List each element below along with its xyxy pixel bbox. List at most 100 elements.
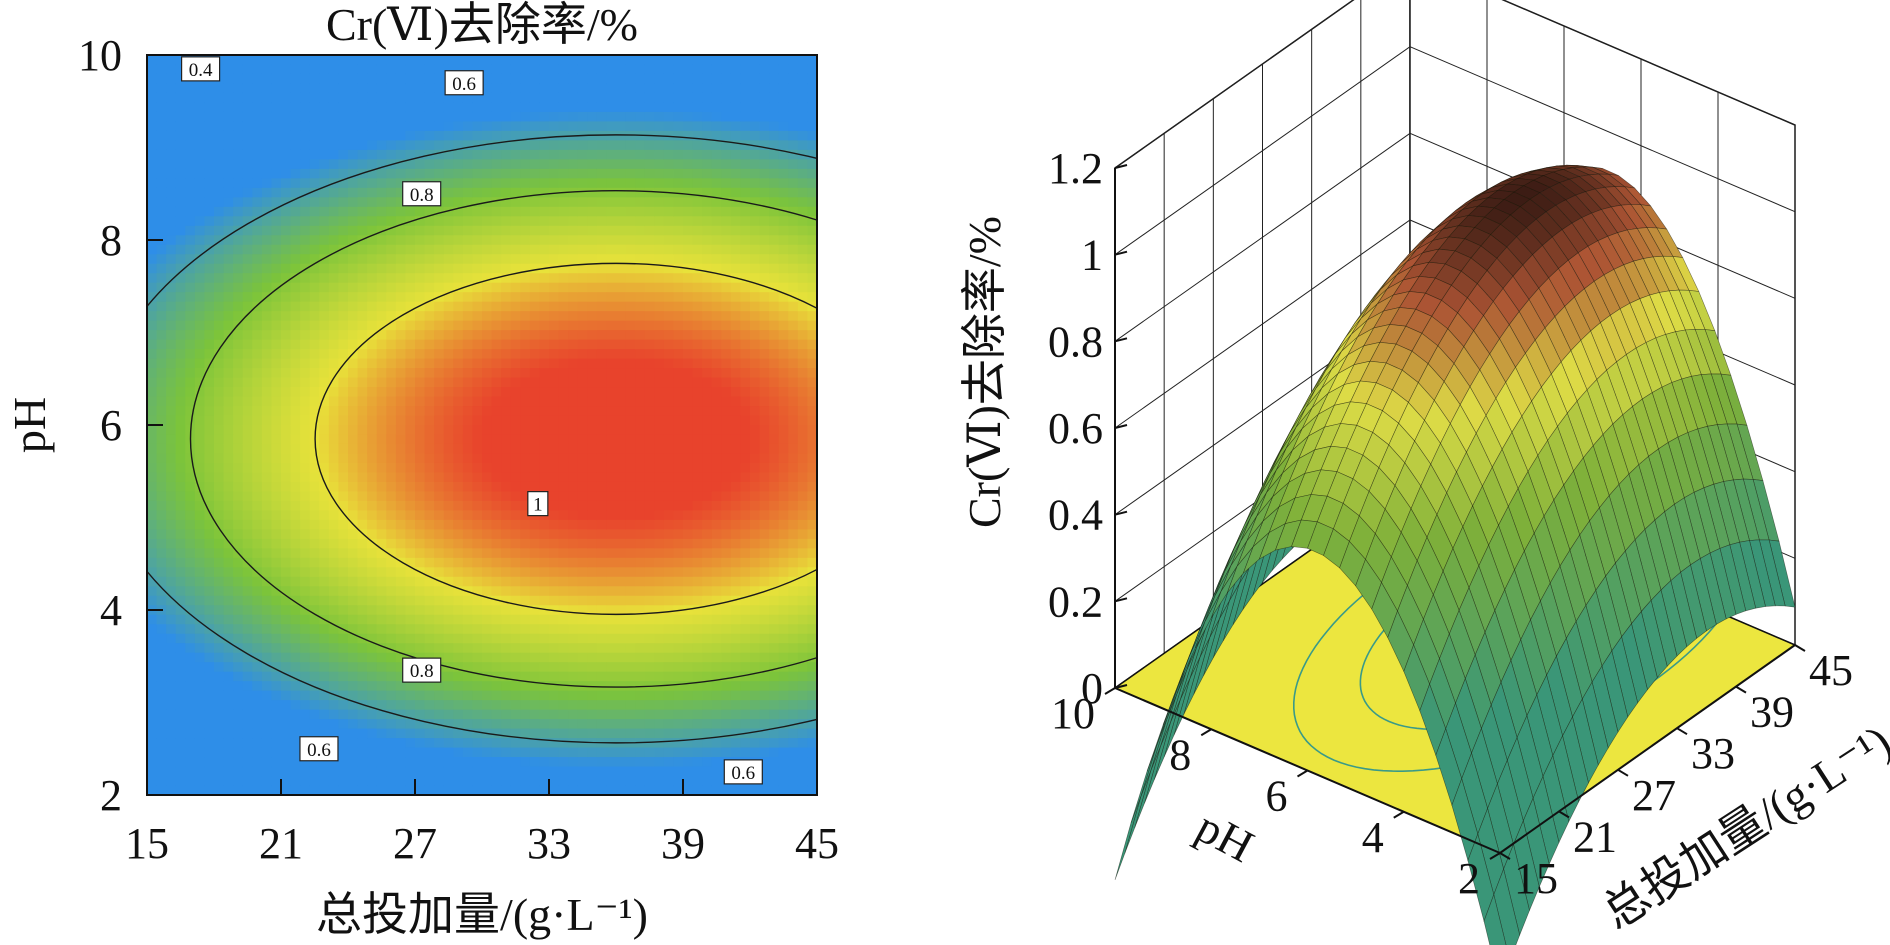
heat-cell bbox=[415, 538, 426, 549]
heat-cell bbox=[482, 263, 493, 274]
heat-cell bbox=[702, 538, 713, 549]
heat-cell bbox=[166, 282, 177, 293]
heat-cell bbox=[549, 690, 560, 701]
heat-cell bbox=[338, 197, 349, 208]
heat-cell bbox=[424, 55, 435, 66]
heat-cell bbox=[702, 425, 713, 436]
heat-cell bbox=[520, 102, 531, 113]
heat-cell bbox=[558, 273, 569, 284]
heat-cell bbox=[673, 738, 684, 749]
heat-cell bbox=[730, 282, 742, 293]
heat-cell bbox=[539, 415, 550, 426]
heat-cell bbox=[606, 652, 617, 663]
heat-cell bbox=[415, 168, 426, 179]
heat-cell bbox=[376, 159, 387, 170]
heat-cell bbox=[568, 434, 579, 445]
heat-cell bbox=[577, 425, 588, 436]
heat-cell bbox=[338, 472, 349, 483]
heat-cell bbox=[175, 235, 186, 246]
heat-cell bbox=[443, 481, 454, 493]
heat-cell bbox=[740, 349, 751, 360]
heat-cell bbox=[395, 624, 407, 635]
heat-cell bbox=[214, 396, 225, 407]
heat-cell bbox=[702, 747, 713, 758]
heat-cell bbox=[147, 301, 158, 312]
heat-cell bbox=[663, 349, 675, 360]
heat-cell bbox=[462, 728, 474, 739]
heat-cell bbox=[596, 576, 608, 587]
heat-cell bbox=[233, 168, 244, 179]
heat-cell bbox=[175, 73, 186, 85]
heat-cell bbox=[539, 197, 550, 208]
heat-cell bbox=[252, 406, 263, 417]
heat-cell bbox=[328, 339, 340, 350]
heat-cell bbox=[491, 500, 502, 511]
heat-cell bbox=[328, 377, 340, 388]
heat-cell bbox=[415, 681, 426, 692]
heat-cell bbox=[338, 140, 349, 151]
heat-cell bbox=[328, 320, 340, 331]
heat-cell bbox=[491, 709, 502, 720]
heat-cell bbox=[395, 368, 407, 379]
heat-cell bbox=[472, 358, 483, 369]
heat-cell bbox=[309, 776, 320, 787]
heat-cell bbox=[711, 652, 722, 663]
heat-cell bbox=[338, 311, 349, 322]
heat-cell bbox=[214, 652, 225, 663]
heat-cell bbox=[587, 548, 598, 559]
heat-cell bbox=[549, 662, 560, 673]
heat-cell bbox=[577, 567, 588, 578]
heat-cell bbox=[596, 254, 608, 265]
heat-cell bbox=[625, 719, 636, 730]
heat-cell bbox=[702, 728, 713, 739]
heat-cell bbox=[434, 358, 445, 369]
heat-cell bbox=[443, 55, 454, 66]
heat-cell bbox=[367, 320, 378, 331]
heat-cell bbox=[625, 605, 636, 616]
heat-cell bbox=[520, 491, 531, 502]
heat-cell bbox=[750, 425, 761, 436]
heat-cell bbox=[233, 377, 244, 388]
heat-cell bbox=[290, 519, 301, 530]
heat-cell bbox=[319, 83, 330, 94]
heat-cell bbox=[510, 159, 521, 170]
heat-cell bbox=[204, 690, 215, 701]
heat-cell bbox=[223, 576, 234, 587]
heat-cell bbox=[415, 83, 426, 94]
heat-cell bbox=[338, 425, 349, 436]
heat-cell bbox=[434, 311, 445, 322]
heat-cell bbox=[214, 301, 225, 312]
heat-cell bbox=[300, 216, 311, 227]
heat-cell bbox=[577, 747, 588, 758]
heat-cell bbox=[357, 747, 368, 758]
heat-cell bbox=[558, 159, 569, 170]
heat-cell bbox=[271, 339, 282, 350]
heat-cell bbox=[558, 301, 569, 312]
heat-cell bbox=[635, 614, 646, 625]
heat-cell bbox=[328, 415, 340, 426]
heat-cell bbox=[328, 586, 340, 597]
heat-cell bbox=[424, 64, 435, 75]
heat-cell bbox=[376, 339, 387, 350]
heat-cell bbox=[596, 102, 608, 113]
heat-cell bbox=[501, 548, 512, 559]
heat-cell bbox=[616, 652, 627, 663]
heat-cell bbox=[367, 662, 378, 673]
heat-cell bbox=[376, 216, 387, 227]
heat-cell bbox=[663, 747, 675, 758]
heat-cell bbox=[740, 425, 751, 436]
heat-cell bbox=[271, 576, 282, 587]
heat-cell bbox=[252, 168, 263, 179]
heat-cell bbox=[692, 254, 703, 265]
heat-cell bbox=[309, 263, 320, 274]
heat-cell bbox=[606, 235, 617, 246]
heat-cell bbox=[300, 168, 311, 179]
heat-cell bbox=[156, 140, 167, 151]
heat-cell bbox=[309, 519, 320, 530]
heat-cell bbox=[472, 662, 483, 673]
heat-cell bbox=[491, 73, 502, 85]
heat-cell bbox=[242, 168, 253, 179]
heat-cell bbox=[692, 481, 703, 493]
heat-cell bbox=[242, 529, 253, 540]
heat-cell bbox=[539, 83, 550, 94]
